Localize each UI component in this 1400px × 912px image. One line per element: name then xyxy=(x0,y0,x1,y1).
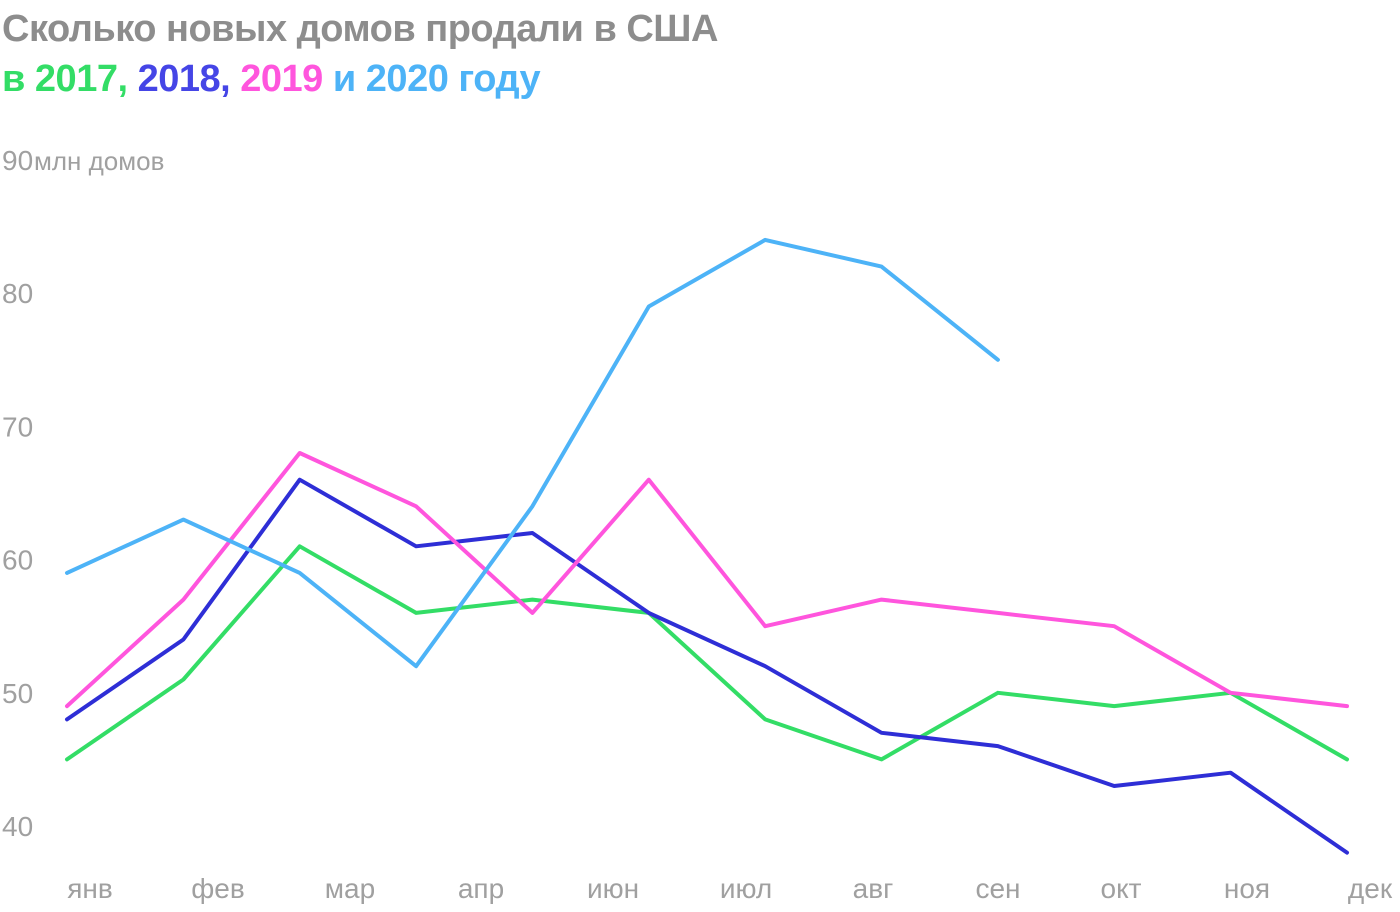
x-tick-label: фев xyxy=(191,873,244,904)
x-tick-label: ноя xyxy=(1224,873,1270,904)
chart-title: Сколько новых домов продали в США в 2017… xyxy=(2,4,718,104)
title-prefix: в xyxy=(2,58,35,100)
x-tick-label: янв xyxy=(67,873,113,904)
y-tick-label: 80 xyxy=(2,278,33,309)
series-lines xyxy=(65,237,1349,855)
chart-title-line1: Сколько новых домов продали в США xyxy=(2,8,718,50)
x-tick-label: мар xyxy=(325,873,375,904)
y-tick-label: 50 xyxy=(2,678,33,709)
x-tick-label: сен xyxy=(975,873,1020,904)
x-tick-label: авг xyxy=(853,873,894,904)
title-sep-1: , xyxy=(117,58,138,100)
x-tick-label: апр xyxy=(458,873,504,904)
title-year-2020: 2020 xyxy=(365,58,449,100)
y-tick-label: 90 xyxy=(2,145,33,176)
x-tick-label: июл xyxy=(720,873,772,904)
series-line-2018 xyxy=(65,477,1349,855)
x-tick-label: дек xyxy=(1348,873,1393,904)
title-year-2018: 2018 xyxy=(137,58,221,100)
series-line-2019 xyxy=(65,451,1349,709)
title-sep-2: , xyxy=(220,58,241,100)
title-conjunction: и xyxy=(322,58,366,100)
y-axis-unit-label: млн домов xyxy=(34,146,164,176)
y-axis-ticks: 40 50 60 70 80 90 млн домов xyxy=(2,145,164,842)
x-tick-label: окт xyxy=(1101,873,1142,904)
title-year-2019: 2019 xyxy=(240,58,323,100)
series-line-2017 xyxy=(65,544,1349,762)
y-tick-label: 40 xyxy=(2,811,33,842)
y-tick-label: 60 xyxy=(2,545,33,576)
title-suffix: году xyxy=(448,58,541,100)
x-axis-ticks: янв фев мар апр июн июл авг сен окт ноя дек xyxy=(67,873,1393,904)
x-tick-label: июн xyxy=(587,873,639,904)
y-tick-label: 70 xyxy=(2,411,33,442)
series-line-2020 xyxy=(65,237,1000,669)
title-year-2017: 2017 xyxy=(34,58,118,100)
chart-title-line2: в 2017, 2018, 2019 и 2020 году xyxy=(2,54,718,104)
